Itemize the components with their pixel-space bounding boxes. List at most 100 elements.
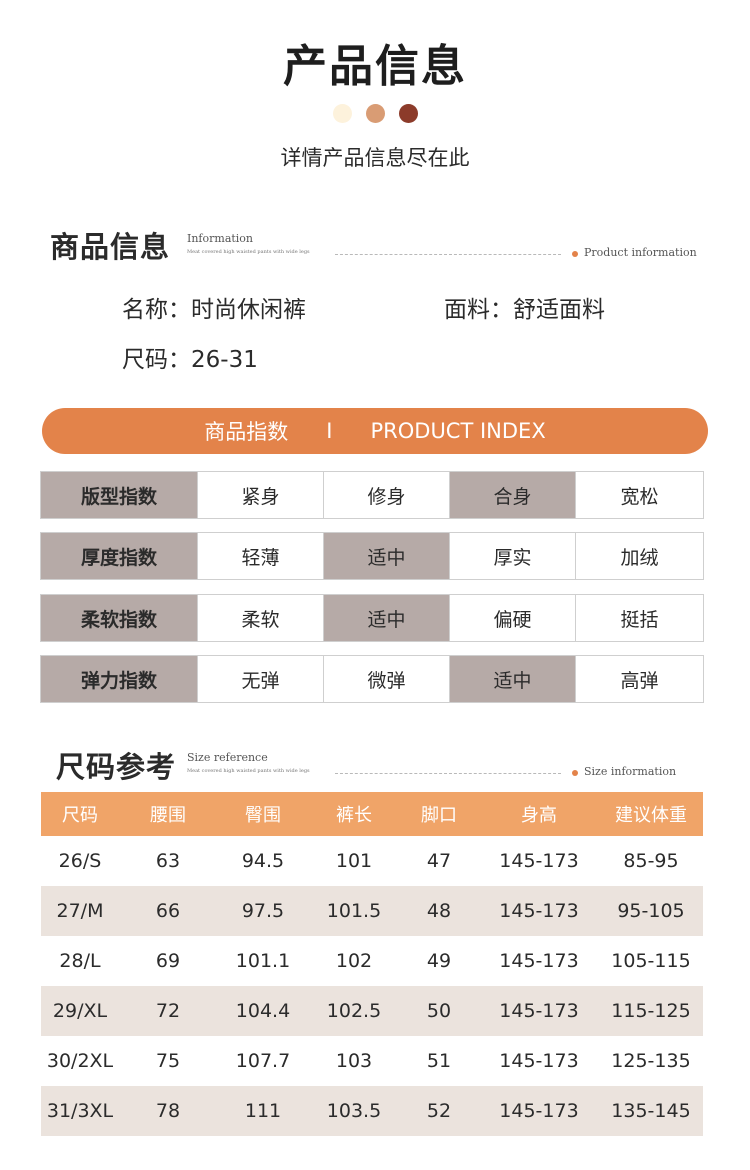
table-cell: 29/XL [41,986,119,1036]
color-dots [0,104,750,123]
table-cell: 30/2XL [46,1050,114,1072]
color-dot-brown [398,104,418,123]
table-row: 27/M 66 97.5 101.5 48 145-173 95-105 [41,886,703,936]
index-option: 厚实 [450,532,576,580]
size-table-header-cell: 身高 [479,792,599,836]
color-dot-cream [332,104,352,123]
index-bar-separator: I [326,419,333,443]
size-table-header-cell: 尺码 [41,792,119,836]
table-cell: 50 [399,986,479,1036]
table-row: 29/XL 72 104.4 102.5 50 145-173 115-125 [41,986,703,1036]
table-cell: 95-105 [599,886,703,936]
table-cell: 102.5 [309,986,399,1036]
product-fabric-value: 舒适面料 [513,297,605,323]
index-row-label: 弹力指数 [40,655,198,703]
size-section-tiny-text: Meat covered high waisted pants with wid… [187,768,310,774]
table-cell: 97.5 [217,886,309,936]
index-row: 版型指数 紧身 修身 合身 宽松 [40,471,704,519]
table-cell: 69 [155,950,181,972]
index-option: 高弹 [576,655,704,703]
table-cell: 103.5 [309,1086,399,1136]
product-section-right-label: Product information [584,246,697,259]
index-option: 宽松 [576,471,704,519]
page-subtitle: 详情产品信息尽在此 [280,146,470,170]
product-section-title: 商品信息 [50,230,171,264]
table-cell: 101.5 [309,886,399,936]
table-cell: 49 [426,950,452,972]
table-cell: 115-125 [599,986,703,1036]
index-row: 弹力指数 无弹 微弹 适中 高弹 [40,655,704,703]
page-title: 产品信息 [283,41,467,92]
table-cell: 72 [119,986,217,1036]
size-table-header-cell: 腰围 [119,792,217,836]
table-cell: 47 [426,850,452,872]
size-section-en-label: Size reference [187,751,268,764]
index-option: 修身 [324,471,450,519]
index-option: 无弹 [198,655,324,703]
table-cell: 103 [335,1050,373,1072]
index-row: 厚度指数 轻薄 适中 厚实 加绒 [40,532,704,580]
size-section-title: 尺码参考 [56,750,177,784]
table-cell: 105-115 [611,950,691,972]
table-cell: 48 [399,886,479,936]
table-cell: 63 [155,850,181,872]
table-cell: 145-173 [499,850,579,872]
table-cell: 145-173 [479,986,599,1036]
index-option-selected: 合身 [450,471,576,519]
index-option: 微弹 [324,655,450,703]
size-section-bullet [572,770,578,776]
index-option: 偏硬 [450,594,576,642]
table-row: 26/S 63 94.5 101 47 145-173 85-95 [41,836,703,886]
size-table-header-cell: 脚口 [399,792,479,836]
index-option-selected: 适中 [324,594,450,642]
table-row: 28/L 69 101.1 102 49 145-173 105-115 [41,936,703,986]
product-section-tiny-text: Meat covered high waisted pants with wid… [187,249,310,255]
size-table-header-cell: 臀围 [217,792,309,836]
index-row: 柔软指数 柔软 适中 偏硬 挺括 [40,594,704,642]
product-name-line: 名称：时尚休闲裤 [122,290,306,324]
index-bar-en: PRODUCT INDEX [370,419,546,443]
size-section-right-label: Size information [584,765,677,778]
table-row: 30/2XL 75 107.7 103 51 145-173 125-135 [41,1036,703,1086]
index-row-label: 柔软指数 [40,594,198,642]
product-fabric-label: 面料： [444,297,513,323]
table-cell: 51 [426,1050,452,1072]
table-cell: 94.5 [241,850,285,872]
table-cell: 85-95 [623,850,679,872]
table-cell: 125-135 [611,1050,691,1072]
product-name-value: 时尚休闲裤 [191,297,306,323]
size-table: 尺码 腰围 臀围 裤长 脚口 身高 建议体重 26/S 63 94.5 101 47 145-173 8… [41,792,703,1136]
table-cell: 145-173 [499,1050,579,1072]
table-cell: 111 [217,1086,309,1136]
index-option: 紧身 [198,471,324,519]
product-section-en-label: Information [187,232,254,245]
table-cell: 107.7 [235,1050,291,1072]
index-option-selected: 适中 [450,655,576,703]
size-section-divider [335,773,561,774]
product-index-bar: 商品指数 I PRODUCT INDEX [42,408,708,454]
index-bar-cn: 商品指数 [204,420,289,444]
table-cell: 101 [335,850,373,872]
index-row-label: 版型指数 [40,471,198,519]
table-cell: 78 [119,1086,217,1136]
color-dot-tan [365,104,385,123]
table-cell: 28/L [59,950,101,972]
table-cell: 145-173 [479,886,599,936]
table-cell: 26/S [58,850,102,872]
table-cell: 66 [119,886,217,936]
table-cell: 145-173 [499,950,579,972]
table-row: 31/3XL 78 111 103.5 52 145-173 135-145 [41,1086,703,1136]
index-option: 轻薄 [198,532,324,580]
table-cell: 102 [335,950,373,972]
product-section-bullet [572,251,578,257]
size-table-header-cell: 裤长 [309,792,399,836]
product-name-label: 名称： [122,297,191,323]
size-table-body: 26/S 63 94.5 101 47 145-173 85-95 27/M 66 97.5 101… [41,836,703,1136]
size-table-header-cell: 建议体重 [599,792,703,836]
index-option: 柔软 [198,594,324,642]
index-option: 挺括 [576,594,704,642]
index-row-label: 厚度指数 [40,532,198,580]
size-table-header: 尺码 腰围 臀围 裤长 脚口 身高 建议体重 [41,792,703,836]
table-cell: 101.1 [235,950,291,972]
product-section-divider [335,254,561,255]
